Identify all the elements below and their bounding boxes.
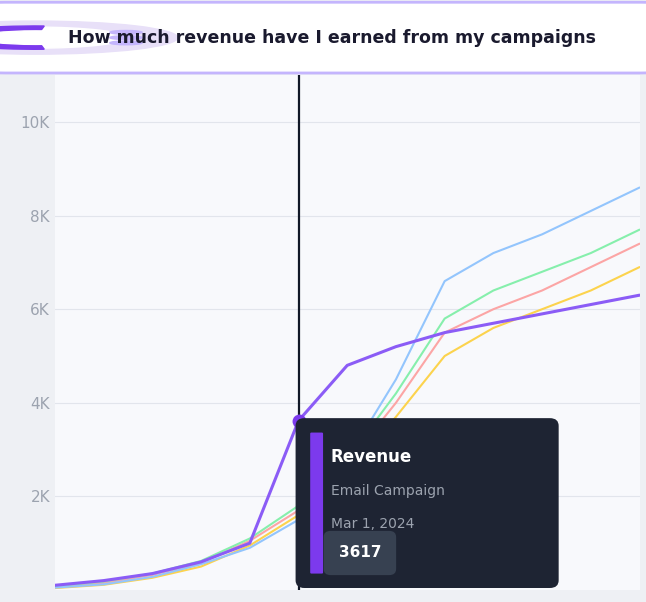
Text: Email Campaign: Email Campaign <box>331 484 444 498</box>
Circle shape <box>110 41 142 45</box>
Text: Mar 1, 2024: Mar 1, 2024 <box>331 517 414 530</box>
Circle shape <box>110 36 142 40</box>
Circle shape <box>0 27 126 48</box>
Text: Revenue: Revenue <box>331 448 412 466</box>
Circle shape <box>0 31 94 45</box>
FancyBboxPatch shape <box>296 418 559 588</box>
FancyBboxPatch shape <box>310 433 323 574</box>
FancyBboxPatch shape <box>0 2 646 73</box>
Circle shape <box>0 21 178 54</box>
FancyBboxPatch shape <box>324 531 396 575</box>
Text: 3617: 3617 <box>339 545 381 560</box>
Circle shape <box>110 31 142 34</box>
Wedge shape <box>0 26 45 49</box>
Text: How much revenue have I earned from my campaigns: How much revenue have I earned from my c… <box>68 29 596 46</box>
